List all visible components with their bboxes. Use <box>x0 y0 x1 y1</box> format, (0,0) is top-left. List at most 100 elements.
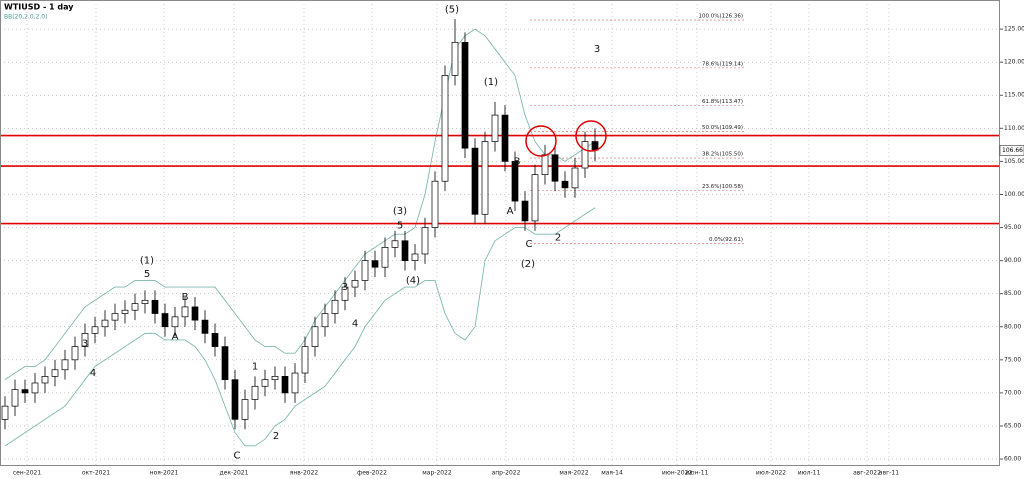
highlight-circle <box>575 120 607 152</box>
candle-body <box>511 161 519 202</box>
bollinger-band <box>4 28 596 381</box>
candle-body <box>331 299 339 314</box>
candle-body <box>51 369 59 377</box>
y-tick-label: 85.00 <box>1004 290 1021 297</box>
candle-body <box>311 326 319 347</box>
x-tick-label: июн-2022 <box>662 470 692 477</box>
candle-body <box>431 180 439 228</box>
fib-label: 23.6%(100.58) <box>702 184 743 190</box>
candle-body <box>191 306 199 321</box>
fib-label: 78.6%(119.14) <box>702 61 743 67</box>
fib-label: 61.8%(113.47) <box>702 99 743 105</box>
wave-label: (3) <box>393 206 407 217</box>
wave-label: 5 <box>397 221 403 232</box>
candle-body <box>151 299 159 314</box>
x-tick-label: ноя-2021 <box>150 470 179 477</box>
candle-body <box>281 376 289 394</box>
candle-body <box>251 385 259 400</box>
fib-label: 50.0%(109.49) <box>702 125 743 131</box>
x-tick-label: авг-2022 <box>853 470 881 477</box>
wave-label: (5) <box>445 4 459 15</box>
candle-body <box>541 154 549 175</box>
candle-body <box>81 333 89 347</box>
candle-body <box>11 389 19 407</box>
wave-label: 4 <box>352 318 358 329</box>
plot-frame <box>0 0 1000 466</box>
candle-body <box>531 174 539 222</box>
candle-body <box>271 376 279 381</box>
chart-subtitle: BB(20,2.0,2.0) <box>4 14 47 21</box>
x-tick-label: янв-2022 <box>290 470 319 477</box>
candle-body <box>571 167 579 189</box>
candle-body <box>341 286 349 301</box>
candle-body <box>161 313 169 328</box>
wave-label: A <box>172 332 179 343</box>
wave-label: B <box>514 156 521 167</box>
candle-body <box>141 299 149 304</box>
candle-body <box>41 376 49 384</box>
candle-body <box>61 359 69 371</box>
candle-body <box>471 147 479 215</box>
wave-label: (1) <box>140 256 154 267</box>
candle-body <box>131 303 139 311</box>
candle-body <box>211 333 219 347</box>
wave-label: 3 <box>82 338 88 349</box>
candle-body <box>561 180 569 189</box>
wave-label: C <box>526 239 533 250</box>
wave-label: C <box>234 451 241 462</box>
y-tick-label: 90.00 <box>1004 257 1021 264</box>
wave-label: 3 <box>342 282 348 293</box>
x-tick-label: фев-2022 <box>357 470 387 477</box>
wave-label: 2 <box>555 232 561 243</box>
y-tick-label: 115.00 <box>1004 92 1024 99</box>
candle-body <box>301 346 309 374</box>
fib-label: 0.0%(92.61) <box>709 237 743 243</box>
candle-body <box>101 319 109 328</box>
x-tick-label: апр-2022 <box>492 470 521 477</box>
wave-label: 1 <box>252 361 258 372</box>
y-tick-label: 125.00 <box>1004 26 1024 33</box>
candle-body <box>361 260 369 281</box>
candle-body <box>551 154 559 182</box>
y-tick-label: 120.00 <box>1004 59 1024 66</box>
candle-body <box>581 141 589 169</box>
y-tick-label: 105.00 <box>1004 158 1024 165</box>
x-tick-label: июн-11 <box>686 470 709 477</box>
candle-body <box>21 389 29 394</box>
wave-label: 4 <box>90 368 96 379</box>
x-tick-label: мар-2022 <box>422 470 452 477</box>
y-tick-label: 60.00 <box>1004 456 1021 463</box>
candle-body <box>121 309 129 314</box>
candle-body <box>241 399 249 420</box>
fib-label: 38.2%(105.50) <box>702 152 743 158</box>
candle-body <box>1 405 9 420</box>
x-tick-label: сен-2021 <box>13 470 42 477</box>
wave-label: 5 <box>144 269 150 280</box>
candle-body <box>201 319 209 334</box>
candle-body <box>321 313 329 328</box>
last-price-box <box>999 145 1024 156</box>
candle-body <box>591 141 599 151</box>
x-tick-label: мая-14 <box>601 470 623 477</box>
candle-body <box>391 240 399 248</box>
y-tick-label: 75.00 <box>1004 356 1021 363</box>
wave-label: 2 <box>273 431 279 442</box>
y-tick-label: 110.00 <box>1004 125 1024 132</box>
x-tick-label: авг-11 <box>879 470 899 477</box>
candle-body <box>461 41 469 149</box>
candle-body <box>381 247 389 268</box>
candle-body <box>291 372 299 394</box>
candle-body <box>371 260 379 268</box>
candle-body <box>261 379 269 387</box>
candle-body <box>71 346 79 361</box>
candle-body <box>181 306 189 318</box>
x-tick-label: июл-11 <box>798 470 821 477</box>
y-tick-label: 95.00 <box>1004 224 1021 231</box>
wave-label: (2) <box>521 259 535 270</box>
wave-label: (4) <box>406 275 420 286</box>
candle-body <box>491 114 499 142</box>
candle-body <box>521 200 529 222</box>
y-tick-label: 65.00 <box>1004 422 1021 429</box>
